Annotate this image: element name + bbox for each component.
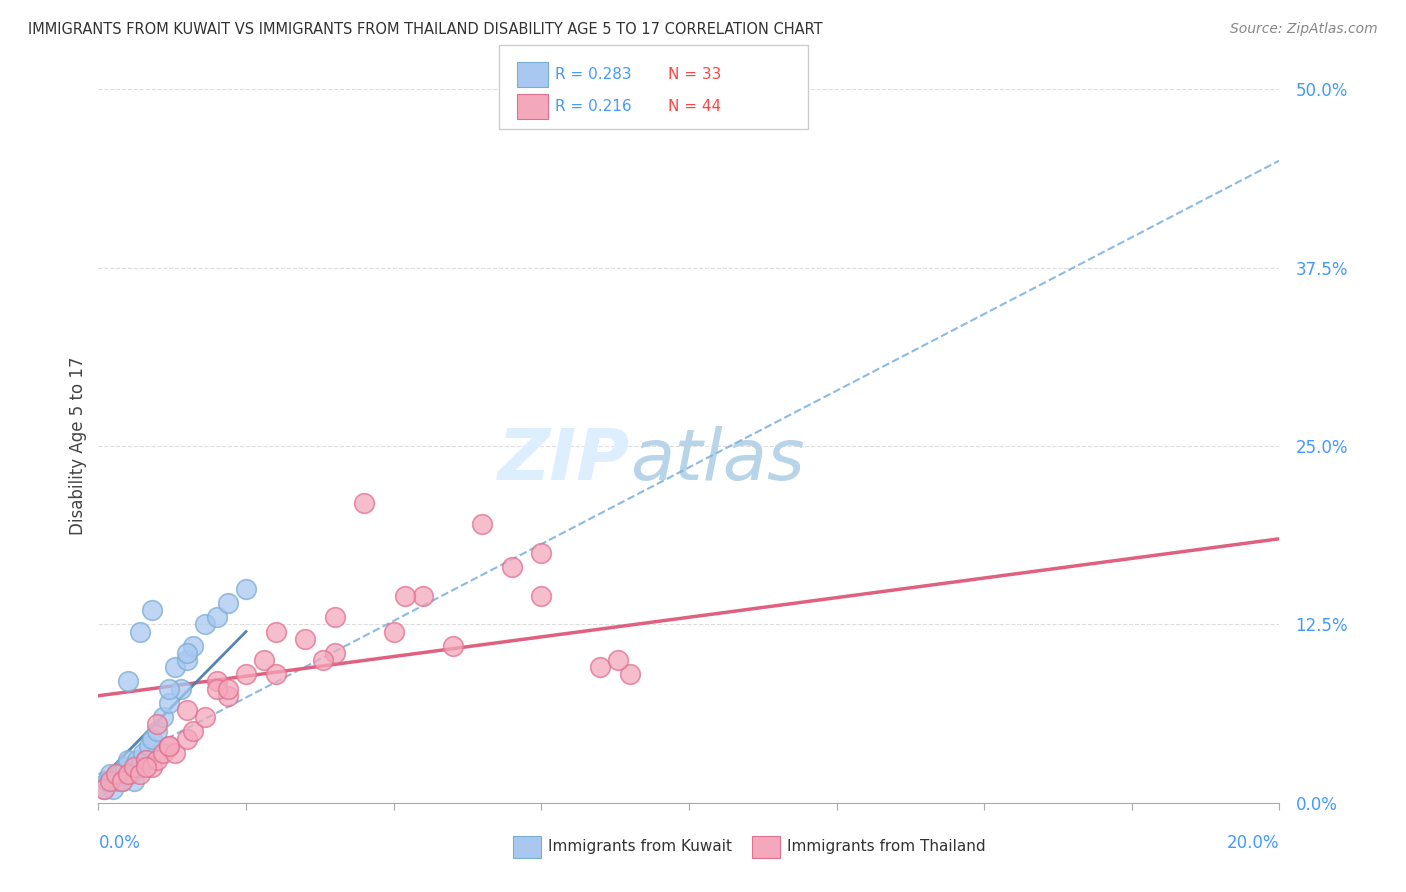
Point	[105, 767, 128, 781]
Point	[165, 746, 187, 760]
Text: 0.0%: 0.0%	[98, 834, 141, 852]
Point	[122, 774, 145, 789]
Point	[135, 753, 157, 767]
Point	[264, 624, 287, 639]
Point	[294, 632, 316, 646]
Point	[146, 724, 169, 739]
Point	[264, 667, 287, 681]
Point	[152, 710, 174, 724]
Point	[103, 781, 125, 796]
Point	[176, 653, 198, 667]
Point	[135, 760, 157, 774]
Text: IMMIGRANTS FROM KUWAIT VS IMMIGRANTS FROM THAILAND DISABILITY AGE 5 TO 17 CORREL: IMMIGRANTS FROM KUWAIT VS IMMIGRANTS FRO…	[28, 22, 823, 37]
Y-axis label: Disability Age 5 to 17: Disability Age 5 to 17	[69, 357, 87, 535]
Point	[141, 760, 163, 774]
Point	[111, 774, 134, 789]
Point	[157, 681, 180, 696]
Point	[589, 660, 612, 674]
Point	[135, 753, 157, 767]
Point	[98, 767, 121, 781]
Text: N = 33: N = 33	[668, 67, 721, 81]
Point	[146, 717, 169, 731]
Point	[141, 731, 163, 746]
Point	[157, 739, 180, 753]
Point	[157, 696, 180, 710]
Point	[128, 760, 150, 774]
Point	[114, 760, 136, 774]
Text: Immigrants from Thailand: Immigrants from Thailand	[787, 839, 986, 854]
Point	[205, 610, 228, 624]
Point	[323, 610, 346, 624]
Point	[253, 653, 276, 667]
Text: Source: ZipAtlas.com: Source: ZipAtlas.com	[1230, 22, 1378, 37]
Point	[181, 724, 204, 739]
Point	[194, 617, 217, 632]
Point	[141, 603, 163, 617]
Point	[176, 646, 198, 660]
Point	[98, 774, 121, 789]
Point	[152, 746, 174, 760]
Point	[117, 767, 139, 781]
Text: Immigrants from Kuwait: Immigrants from Kuwait	[548, 839, 733, 854]
Point	[194, 710, 217, 724]
Text: atlas: atlas	[630, 425, 804, 495]
Point	[205, 681, 228, 696]
Point	[471, 517, 494, 532]
Point	[382, 624, 405, 639]
Text: R = 0.283: R = 0.283	[555, 67, 631, 81]
Point	[176, 703, 198, 717]
Point	[501, 560, 523, 574]
Point	[217, 681, 239, 696]
Point	[120, 767, 142, 781]
Point	[132, 746, 155, 760]
Point	[205, 674, 228, 689]
Point	[235, 667, 257, 681]
Point	[93, 781, 115, 796]
Point	[93, 781, 115, 796]
Point	[117, 674, 139, 689]
Point	[157, 739, 180, 753]
Point	[105, 774, 128, 789]
Point	[412, 589, 434, 603]
Point	[312, 653, 335, 667]
Point	[128, 624, 150, 639]
Point	[217, 689, 239, 703]
Point	[146, 753, 169, 767]
Text: ZIP: ZIP	[498, 425, 630, 495]
Point	[235, 582, 257, 596]
Point	[353, 496, 375, 510]
Point	[607, 653, 630, 667]
Text: R = 0.216: R = 0.216	[555, 99, 631, 113]
Point	[128, 767, 150, 781]
Point	[530, 546, 553, 560]
Point	[138, 739, 160, 753]
Point	[323, 646, 346, 660]
Point	[619, 667, 641, 681]
Point	[170, 681, 193, 696]
Point	[441, 639, 464, 653]
Point	[117, 753, 139, 767]
Point	[181, 639, 204, 653]
Point	[530, 589, 553, 603]
Point	[165, 660, 187, 674]
Point	[96, 774, 118, 789]
Text: 20.0%: 20.0%	[1227, 834, 1279, 852]
Point	[125, 753, 148, 767]
Point	[111, 774, 134, 789]
Point	[217, 596, 239, 610]
Point	[108, 767, 131, 781]
Text: N = 44: N = 44	[668, 99, 721, 113]
Point	[176, 731, 198, 746]
Point	[122, 760, 145, 774]
Point	[394, 589, 416, 603]
